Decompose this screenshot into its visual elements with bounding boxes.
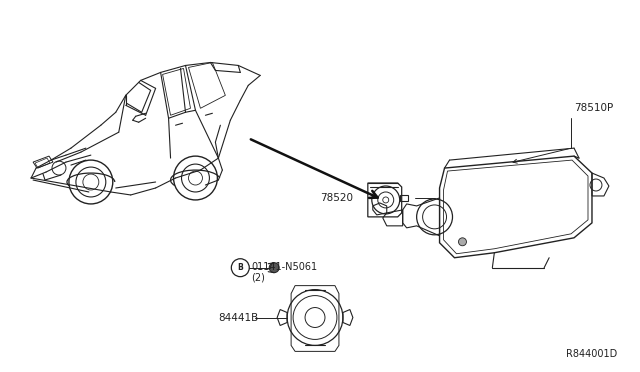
Circle shape [458, 238, 467, 246]
Text: 01141-N5061: 01141-N5061 [252, 262, 317, 272]
Text: (2): (2) [252, 273, 265, 283]
Text: 84441B: 84441B [218, 312, 259, 323]
Text: 78520: 78520 [320, 193, 353, 203]
Text: B: B [237, 263, 243, 272]
Circle shape [231, 259, 249, 277]
Text: 78510P: 78510P [574, 103, 613, 113]
Text: R844001D: R844001D [566, 349, 617, 359]
Circle shape [269, 263, 279, 273]
